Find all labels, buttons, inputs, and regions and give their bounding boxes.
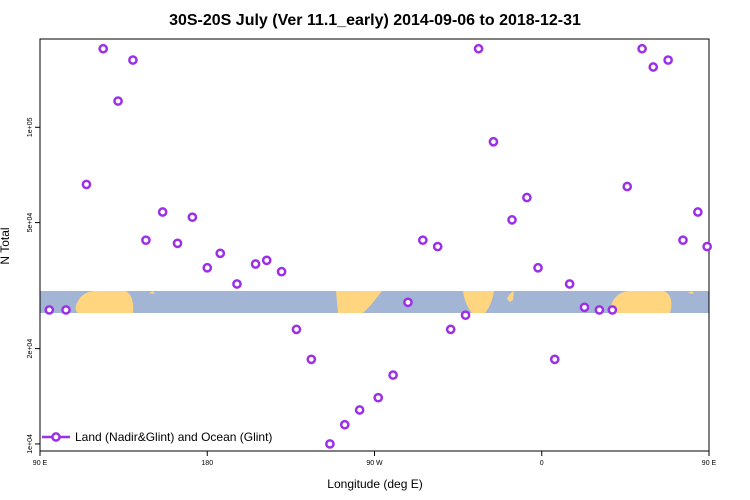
land-australia [75, 291, 134, 313]
data-point [141, 235, 151, 246]
data-point [445, 324, 456, 335]
data-point [354, 405, 365, 415]
y-tick-label: 5e+04 [27, 213, 34, 233]
legend: Land (Nadir&Glint) and Ocean (Glint) [42, 430, 272, 444]
x-tick-label: 90 E [33, 460, 48, 467]
data-point [339, 419, 350, 430]
data-point [663, 55, 673, 65]
x-tick-label: 180 [201, 460, 213, 467]
legend-label: Land (Nadir&Glint) and Ocean (Glint) [75, 430, 272, 444]
data-point [678, 235, 688, 246]
data-point [172, 238, 183, 249]
y-axis-label: N Total [0, 227, 12, 264]
land-south-america [336, 291, 382, 313]
data-point [373, 392, 384, 403]
x-axis-label: Longitude (deg E) [327, 477, 422, 491]
data-point [702, 241, 712, 252]
data-point [291, 324, 302, 335]
data-point [403, 297, 413, 308]
data-point [61, 305, 71, 315]
data-point [473, 43, 484, 54]
y-axis: 1e+04 2e+04 5e+04 1e+05 [27, 117, 40, 454]
data-point [202, 262, 213, 273]
data-point [128, 55, 138, 65]
land-australia-right [610, 291, 672, 313]
land-islands [149, 291, 155, 294]
data-point [549, 354, 560, 365]
land-ocean-band [40, 291, 709, 313]
x-tick-label: 0 [540, 460, 544, 467]
data-point [157, 207, 168, 217]
x-tick-label: 90 E [702, 460, 717, 467]
data-point [187, 212, 198, 223]
data-point [622, 181, 633, 192]
data-point [250, 259, 261, 269]
data-point [81, 179, 92, 190]
data-point [232, 279, 242, 289]
data-points [44, 43, 712, 449]
data-point [594, 305, 605, 315]
data-point [98, 43, 109, 54]
land-madagascar [507, 291, 514, 302]
land-africa [463, 291, 494, 313]
data-point [693, 207, 703, 217]
data-point [325, 439, 335, 449]
data-point [261, 255, 272, 266]
ocean-band [40, 291, 709, 313]
data-point [579, 302, 590, 313]
x-tick-label: 90 W [366, 460, 383, 467]
data-point [388, 370, 398, 380]
data-point [488, 136, 499, 147]
data-point [637, 43, 647, 54]
land-islands-right [688, 291, 694, 294]
chart-title: 30S-20S July (Ver 11.1_early) 2014-09-06… [169, 12, 581, 29]
y-tick-label: 1e+05 [27, 117, 34, 137]
data-point [432, 241, 443, 252]
data-point [564, 279, 575, 289]
y-tick-label: 2e+04 [27, 339, 34, 359]
data-point [276, 266, 287, 277]
data-point [113, 96, 123, 106]
data-point [648, 62, 659, 72]
data-point [306, 354, 317, 365]
plot-frame [39, 38, 710, 452]
data-point [533, 262, 543, 273]
x-axis: 90 E 180 90 W 0 90 E [33, 451, 717, 467]
data-point [460, 310, 471, 321]
data-point [44, 305, 55, 315]
y-tick-label: 1e+04 [27, 434, 34, 454]
data-point [507, 215, 517, 225]
data-point [417, 235, 428, 246]
data-point [607, 305, 618, 315]
data-point [522, 192, 532, 203]
legend-marker [51, 432, 61, 442]
data-point [215, 248, 226, 259]
